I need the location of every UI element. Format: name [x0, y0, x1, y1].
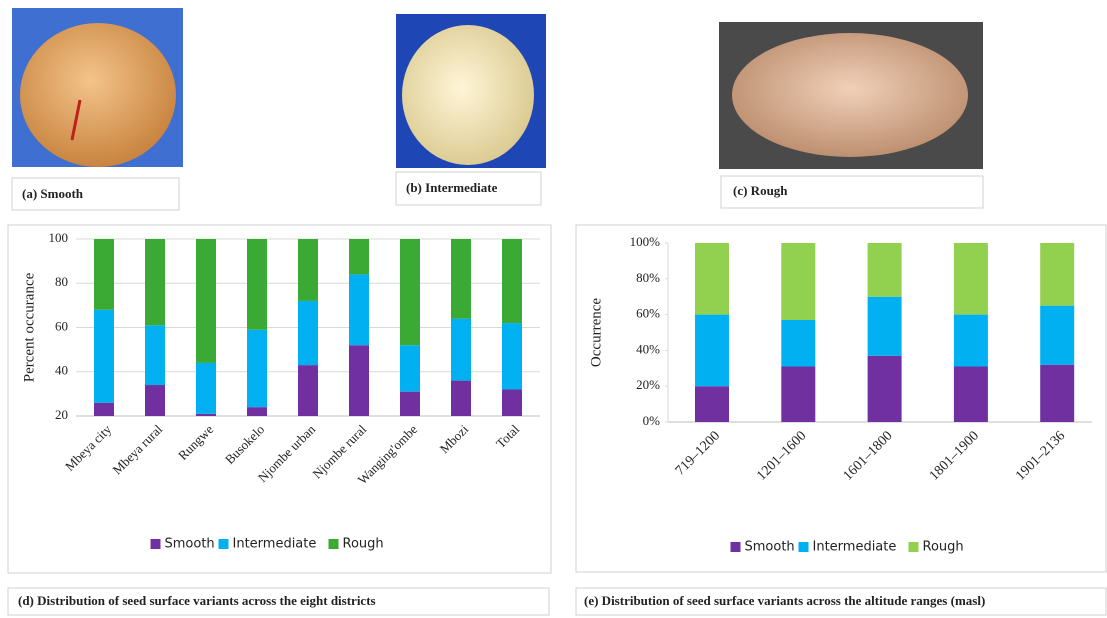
bar-segment: [1040, 243, 1075, 306]
bar-segment: [145, 239, 165, 326]
bar-segment: [247, 329, 267, 408]
caption-box: [7, 587, 550, 616]
bar-segment: [502, 323, 522, 390]
seed-photo: [402, 25, 534, 165]
caption-box: [395, 171, 542, 206]
bar-segment: [781, 366, 816, 422]
caption-box: [720, 175, 984, 209]
legend-label: Smooth: [165, 537, 215, 552]
bar-segment: [400, 239, 420, 346]
bar-segment: [94, 402, 114, 416]
bar-segment: [298, 300, 318, 366]
bar-segment: [1040, 305, 1075, 365]
y-tick-label: 80: [55, 274, 68, 289]
bar-segment: [867, 355, 902, 422]
legend-swatch: [328, 539, 339, 549]
photo-caption: (c) Rough: [733, 183, 788, 198]
y-tick-label: 0%: [643, 413, 661, 428]
y-tick-label: 100: [49, 230, 69, 245]
bar-segment: [953, 314, 988, 367]
bar-segment: [349, 274, 369, 346]
legend-swatch: [908, 542, 919, 552]
chart-caption: (d) Distribution of seed surface variant…: [18, 593, 376, 608]
y-tick-label: 20: [55, 407, 68, 422]
bar-segment: [94, 309, 114, 403]
bar-segment: [247, 407, 267, 416]
y-axis-title: Occurrence: [588, 298, 604, 367]
caption-box: [575, 587, 1107, 616]
legend-swatch: [150, 539, 161, 549]
bar-segment: [451, 239, 471, 319]
legend-swatch: [730, 542, 741, 552]
y-tick-label: 100%: [630, 234, 661, 249]
y-tick-label: 60%: [636, 306, 660, 321]
y-tick-label: 20%: [636, 377, 660, 392]
bar-segment: [867, 296, 902, 356]
bar-segment: [502, 389, 522, 416]
y-axis-title: Percent occurance: [21, 272, 37, 382]
bar-segment: [94, 239, 114, 310]
bar-segment: [400, 345, 420, 392]
bar-segment: [781, 319, 816, 367]
bar-segment: [145, 385, 165, 416]
legend-swatch: [798, 542, 809, 552]
bar-segment: [145, 325, 165, 386]
seed-mark: [70, 99, 82, 141]
y-tick-label: 60: [55, 318, 68, 333]
bar-segment: [349, 345, 369, 416]
bar-segment: [695, 243, 729, 315]
bar-segment: [349, 239, 369, 275]
bar-segment: [400, 391, 420, 416]
legend-label: Rough: [923, 540, 964, 555]
bar-segment: [1040, 364, 1075, 422]
legend-swatch: [218, 539, 229, 549]
bar-segment: [867, 243, 902, 297]
y-tick-label: 80%: [636, 270, 660, 285]
chart-caption: (e) Distribution of seed surface variant…: [584, 593, 985, 608]
caption-box: [11, 177, 180, 211]
bar-segment: [953, 243, 988, 315]
legend-label: Intermediate: [813, 540, 897, 555]
bar-segment: [196, 239, 216, 363]
bar-segment: [695, 314, 729, 387]
photo-caption: (a) Smooth: [22, 186, 84, 201]
bar-segment: [953, 366, 988, 422]
seed-photo: [20, 23, 176, 167]
bar-segment: [196, 413, 216, 416]
legend-label: Intermediate: [233, 537, 317, 552]
bar-segment: [781, 243, 816, 320]
bar-segment: [247, 239, 267, 330]
seed-photo: [732, 33, 968, 157]
bar-segment: [298, 365, 318, 416]
bar-segment: [502, 239, 522, 324]
chart-frame: [575, 224, 1107, 573]
y-tick-label: 40%: [636, 341, 660, 356]
legend-label: Rough: [343, 537, 384, 552]
bar-segment: [451, 318, 471, 381]
bar-segment: [695, 386, 729, 422]
bar-segment: [451, 380, 471, 416]
bar-segment: [196, 362, 216, 414]
y-tick-label: 40: [55, 363, 68, 378]
photo-caption: (b) Intermediate: [406, 180, 498, 195]
legend-label: Smooth: [745, 540, 795, 555]
bar-segment: [298, 239, 318, 301]
